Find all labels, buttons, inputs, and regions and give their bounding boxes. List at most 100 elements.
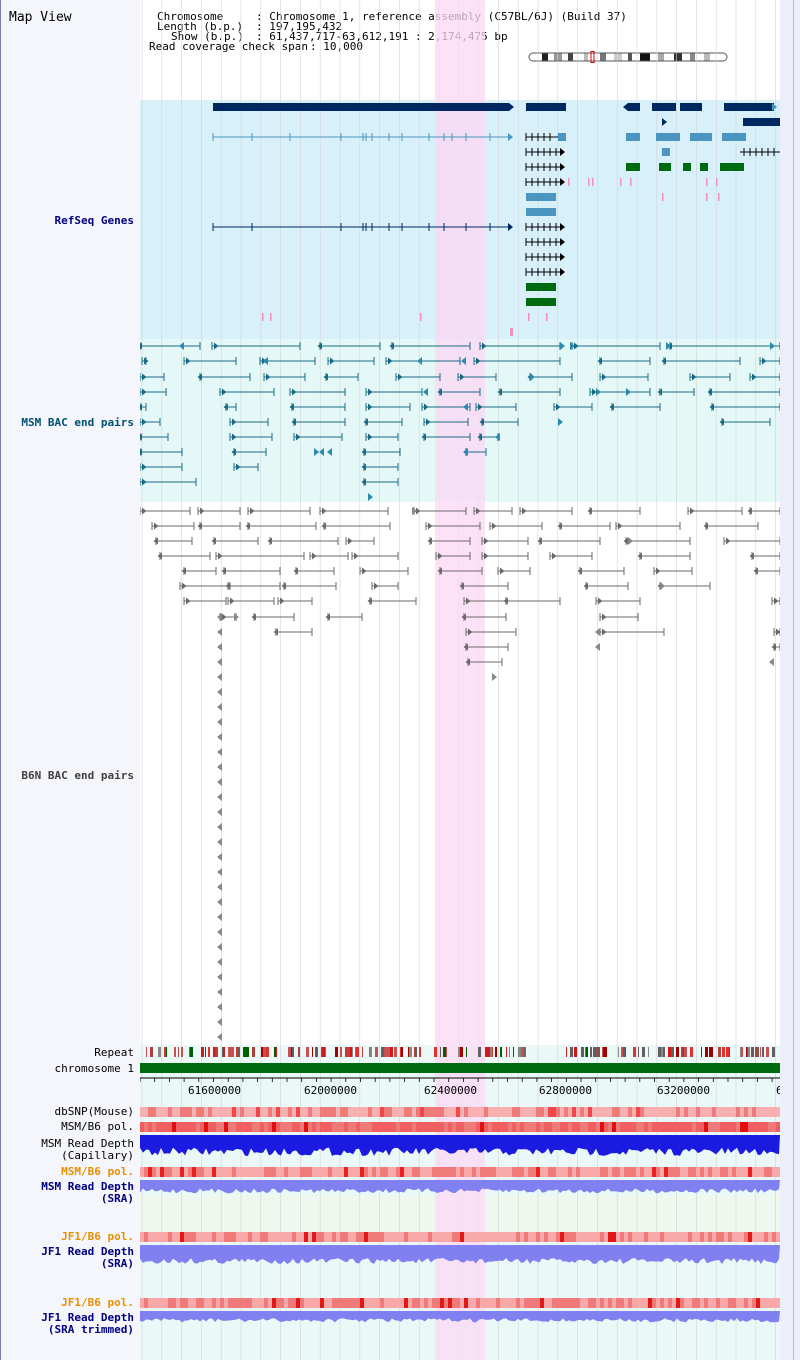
ideogram-band xyxy=(640,53,650,61)
polymorphism-cell xyxy=(704,1298,709,1308)
exon-block xyxy=(683,163,691,171)
polymorphism-cell xyxy=(744,1122,749,1132)
refseq-gene-features[interactable] xyxy=(212,103,780,336)
strand-arrow xyxy=(217,658,222,666)
polymorphism-cell xyxy=(580,1298,585,1308)
strand-arrow xyxy=(186,597,191,605)
polymorphism-cell xyxy=(760,1107,765,1117)
polymorphism-cell xyxy=(256,1107,261,1117)
repeat-element xyxy=(274,1047,276,1057)
repeat-element xyxy=(729,1047,730,1057)
polymorphism-cell xyxy=(156,1167,161,1177)
polymorphism-cell xyxy=(636,1167,641,1177)
polymorphism-cell xyxy=(332,1298,337,1308)
left-label-panel xyxy=(0,0,140,1360)
polymorphism-cell xyxy=(420,1122,425,1132)
strand-arrow xyxy=(296,433,301,441)
polymorphism-cell xyxy=(224,1167,229,1177)
polymorphism-cell xyxy=(524,1232,529,1242)
polymorphism-cell xyxy=(608,1122,613,1132)
polymorphism-cell xyxy=(232,1107,237,1117)
repeat-element xyxy=(500,1047,502,1057)
polymorphism-cell xyxy=(504,1298,509,1308)
polymorphism-cell xyxy=(308,1167,313,1177)
polymorphism-cell xyxy=(552,1298,557,1308)
polymorphism-cell xyxy=(408,1167,413,1177)
polymorphism-cell xyxy=(740,1232,745,1242)
polymorphism-cell xyxy=(648,1232,653,1242)
polymorphism-cell xyxy=(468,1167,473,1177)
polymorphism-cell xyxy=(452,1298,457,1308)
strand-arrow xyxy=(747,507,752,515)
polymorphism-cell xyxy=(248,1167,253,1177)
strand-arrow xyxy=(181,567,186,575)
polymorphism-cell xyxy=(592,1122,597,1132)
strand-arrow xyxy=(417,357,422,365)
strand-arrow xyxy=(361,448,366,456)
polymorphism-cell xyxy=(332,1107,337,1117)
polymorphism-cell xyxy=(584,1167,589,1177)
polymorphism-cell xyxy=(164,1232,169,1242)
polymorphism-cell xyxy=(548,1107,553,1117)
polymorphism-cell xyxy=(620,1167,625,1177)
polymorphism-cell xyxy=(552,1232,557,1242)
polymorphism-cell xyxy=(224,1122,229,1132)
polymorphism-cell xyxy=(736,1298,741,1308)
chromosome-bar xyxy=(140,1063,780,1073)
polymorphism-cell xyxy=(684,1107,689,1117)
polymorphism-cell xyxy=(688,1298,693,1308)
polymorphism-cell xyxy=(184,1122,189,1132)
polymorphism-cell xyxy=(284,1167,289,1177)
polymorphism-cell xyxy=(264,1107,269,1117)
b6n-bac-track-label[interactable]: B6N BAC end pairs xyxy=(21,769,134,782)
refseq-track-label[interactable]: RefSeq Genes xyxy=(54,214,134,227)
strand-arrow xyxy=(476,507,481,515)
strand-arrow xyxy=(142,418,147,426)
repeat-element xyxy=(495,1047,497,1057)
polymorphism-cell xyxy=(440,1167,445,1177)
polymorphism-cell xyxy=(284,1298,289,1308)
polymorphism-cell xyxy=(696,1122,701,1132)
polymorphism-cell xyxy=(764,1167,769,1177)
repeat-element xyxy=(238,1047,240,1057)
polymorphism-cell xyxy=(736,1232,741,1242)
b6n-bac-features[interactable] xyxy=(140,507,780,1041)
strand-arrow xyxy=(140,433,142,441)
strand-arrow xyxy=(466,597,471,605)
polymorphism-cell xyxy=(144,1107,149,1117)
polymorphism-cell xyxy=(680,1232,685,1242)
polymorphism-cell xyxy=(636,1122,641,1132)
polymorphism-cell xyxy=(496,1107,501,1117)
polymorphism-cell xyxy=(184,1107,189,1117)
strand-arrow xyxy=(217,853,222,861)
polymorphism-cell xyxy=(444,1107,449,1117)
axis-tick-label: 62400000 xyxy=(424,1084,477,1097)
polymorphism-cell xyxy=(204,1298,209,1308)
polymorphism-cell xyxy=(264,1167,269,1177)
strand-arrow xyxy=(557,522,562,530)
track-area[interactable]: 61600000 62000000 62400000 62800000 6320… xyxy=(140,0,780,1360)
strand-arrow xyxy=(623,537,628,545)
polymorphism-cell xyxy=(592,1167,597,1177)
repeat-element xyxy=(288,1047,291,1057)
msm-bac-track-label[interactable]: MSM BAC end pairs xyxy=(21,416,134,429)
polymorphism-cell xyxy=(740,1298,745,1308)
polymorphism-cell xyxy=(364,1167,369,1177)
repeat-element xyxy=(598,1047,600,1057)
polymorphism-cell xyxy=(516,1122,521,1132)
polymorphism-cell xyxy=(688,1232,693,1242)
polymorphism-cell xyxy=(232,1122,237,1132)
polymorphism-cell xyxy=(412,1232,417,1242)
repeat-element xyxy=(390,1047,393,1057)
strand-arrow xyxy=(197,373,202,381)
polymorphism-cell xyxy=(720,1298,725,1308)
strand-arrow xyxy=(142,507,147,515)
polymorphism-cell xyxy=(656,1122,661,1132)
polymorphism-cell xyxy=(308,1232,313,1242)
polymorphism-cell xyxy=(176,1232,181,1242)
polymorphism-cell xyxy=(192,1167,197,1177)
exon-block xyxy=(626,163,640,171)
polymorphism-cell xyxy=(212,1122,217,1132)
msm-bac-features[interactable] xyxy=(140,342,780,501)
polymorphism-cell xyxy=(588,1107,593,1117)
